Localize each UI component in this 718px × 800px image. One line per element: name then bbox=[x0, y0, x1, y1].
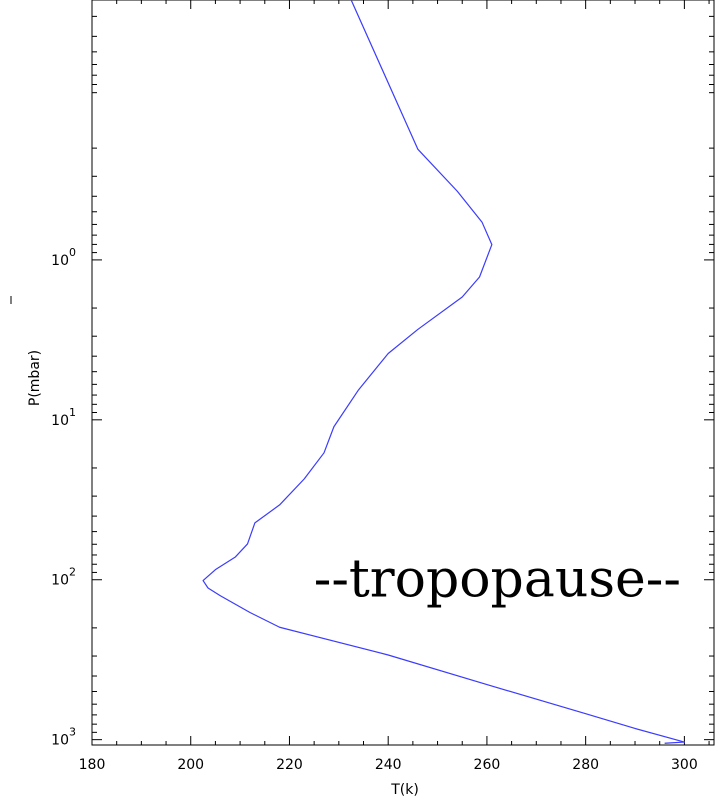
temperature-profile-line bbox=[202, 0, 685, 744]
x-tick-label: 200 bbox=[177, 757, 204, 773]
x-tick-label: 280 bbox=[572, 757, 599, 773]
plot-frame bbox=[91, 0, 715, 746]
y-axis-label: P(mbar) bbox=[27, 350, 43, 406]
series-group bbox=[202, 0, 685, 744]
y-tick-label: 102 bbox=[51, 566, 76, 589]
x-tick-label: 300 bbox=[671, 757, 698, 773]
y-tick-label: 101 bbox=[51, 406, 76, 429]
y-tick-label: 100 bbox=[51, 246, 76, 269]
plot-frame-group bbox=[10, 0, 715, 746]
y-axis-ticks: 100 101 102 103 bbox=[51, 15, 714, 749]
x-tick-label: 180 bbox=[79, 757, 106, 773]
x-axis-label: T(k) bbox=[390, 782, 419, 798]
annotation-group: --tropopause-- bbox=[314, 550, 681, 610]
x-axis-ticks: 180 200 220 240 260 280 300 bbox=[79, 0, 710, 773]
y-tick-label: 103 bbox=[51, 726, 76, 749]
x-tick-label: 220 bbox=[276, 757, 303, 773]
x-tick-label: 260 bbox=[474, 757, 501, 773]
x-tick-label: 240 bbox=[375, 757, 402, 773]
tropopause-annotation: --tropopause-- bbox=[314, 550, 681, 610]
